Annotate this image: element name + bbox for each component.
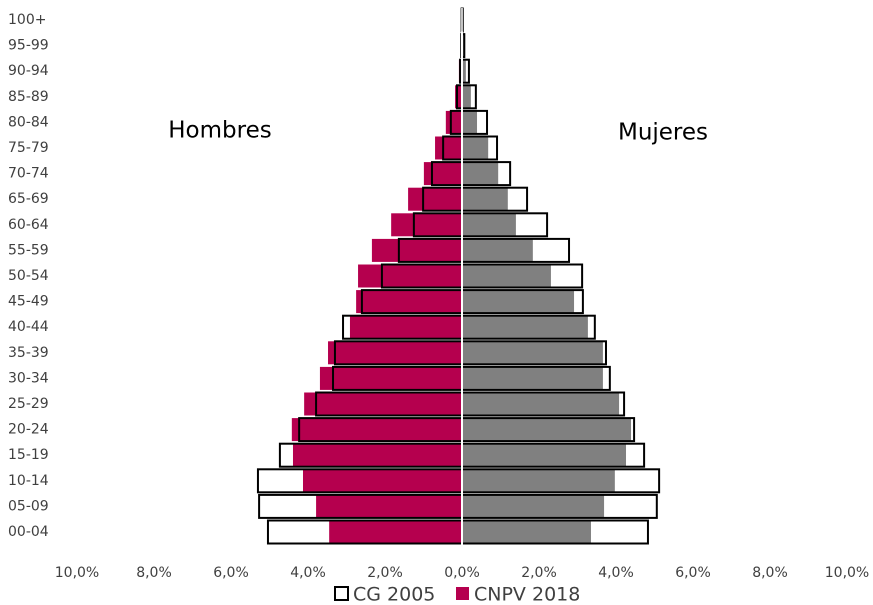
y-tick-label: 75-79 — [8, 140, 49, 156]
x-tick-label: 6,0% — [675, 565, 711, 581]
annotation: Hombres — [168, 118, 271, 144]
x-tick-label: 8,0% — [136, 565, 172, 581]
x-tick-label: 8,0% — [752, 565, 788, 581]
y-tick-label: 55-59 — [8, 242, 49, 258]
bar — [462, 162, 499, 186]
bar — [319, 366, 462, 390]
legend-label: CNPV 2018 — [474, 584, 580, 605]
x-tick-label: 2,0% — [521, 565, 557, 581]
bar — [292, 443, 462, 467]
bar — [462, 520, 591, 544]
y-tick-label: 65-69 — [8, 191, 49, 207]
x-tick-label: 10,0% — [55, 565, 99, 581]
x-tick-label: 6,0% — [213, 565, 249, 581]
y-tick-label: 20-24 — [8, 422, 49, 438]
bar — [358, 264, 462, 288]
bar — [371, 238, 462, 262]
y-tick-label: 05-09 — [8, 498, 49, 514]
bar — [349, 315, 462, 339]
y-tick-label: 95-99 — [8, 38, 49, 54]
bar — [462, 341, 603, 365]
bar — [462, 264, 551, 288]
bar — [291, 418, 462, 442]
x-tick-label: 10,0% — [825, 565, 869, 581]
legend-swatch — [334, 586, 349, 601]
bar — [462, 213, 516, 237]
y-tick-label: 30-34 — [8, 370, 49, 386]
bar — [408, 187, 462, 211]
y-tick-label: 25-29 — [8, 396, 49, 412]
x-tick-label: 4,0% — [290, 565, 326, 581]
y-tick-label: 40-44 — [8, 319, 49, 335]
y-tick-label: 10-14 — [8, 473, 49, 489]
x-tick-label: 0,0% — [444, 565, 480, 581]
bar — [329, 520, 462, 544]
y-tick-label: 80-84 — [8, 114, 49, 130]
bar — [445, 110, 462, 134]
bar — [356, 290, 462, 314]
bar — [462, 59, 466, 83]
y-tick-label: 70-74 — [8, 166, 49, 182]
y-tick-label: 45-49 — [8, 294, 49, 310]
bar — [462, 366, 603, 390]
bar — [302, 469, 462, 493]
bar — [462, 85, 471, 109]
y-tick-label: 85-89 — [8, 89, 49, 105]
annotation: Mujeres — [618, 120, 708, 146]
bar — [462, 290, 575, 314]
y-tick-label: 35-39 — [8, 345, 49, 361]
y-tick-label: 50-54 — [8, 268, 49, 284]
bar — [304, 392, 462, 416]
bar — [462, 469, 615, 493]
y-tick-label: 100+ — [8, 12, 46, 28]
x-tick-label: 2,0% — [367, 565, 403, 581]
y-tick-label: 90-94 — [8, 63, 49, 79]
y-tick-label: 00-04 — [8, 524, 49, 540]
bar — [462, 136, 489, 160]
bar — [462, 494, 605, 518]
bar — [462, 418, 632, 442]
bar — [462, 238, 533, 262]
legend-label: CG 2005 — [353, 584, 435, 605]
y-tick-label: 60-64 — [8, 217, 49, 233]
bar — [455, 85, 462, 109]
bar — [423, 162, 462, 186]
bar — [462, 443, 627, 467]
bar — [462, 315, 588, 339]
bar — [328, 341, 462, 365]
legend-swatch — [456, 587, 469, 600]
y-tick-label: 15-19 — [8, 447, 49, 463]
bar — [316, 494, 462, 518]
bar — [391, 213, 462, 237]
bar — [462, 187, 508, 211]
bar — [435, 136, 462, 160]
x-tick-label: 4,0% — [598, 565, 634, 581]
bar — [462, 110, 478, 134]
bar — [462, 392, 620, 416]
